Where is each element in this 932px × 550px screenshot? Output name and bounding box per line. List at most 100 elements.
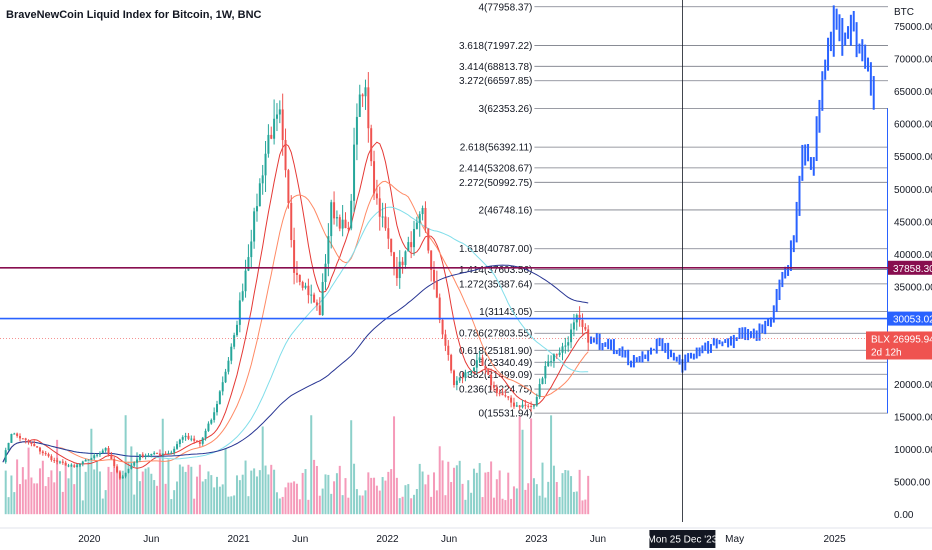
- volume-bar: [93, 469, 96, 515]
- volume-bar: [158, 449, 161, 515]
- candle-body: [441, 319, 444, 335]
- volume-bar: [438, 446, 441, 515]
- volume-bar: [338, 465, 341, 515]
- candle-body: [21, 438, 24, 440]
- volume-bar: [216, 476, 219, 515]
- volume-bar: [532, 478, 535, 515]
- volume-bar: [227, 496, 230, 515]
- volume-bar: [47, 477, 50, 515]
- candle-body: [167, 453, 170, 455]
- candle-body: [16, 433, 19, 436]
- candle-body: [552, 354, 555, 362]
- candle-body: [190, 438, 193, 440]
- volume-bar: [104, 490, 107, 515]
- candle-body: [241, 291, 244, 301]
- volume-bar: [558, 496, 561, 515]
- volume-bar: [478, 463, 481, 515]
- candle-body: [284, 140, 287, 171]
- candle-body: [515, 405, 518, 407]
- volume-bar: [353, 463, 356, 515]
- candle-body: [338, 217, 341, 229]
- chart-title: BraveNewCoin Liquid Index for Bitcoin, 1…: [6, 9, 262, 21]
- volume-bar: [284, 487, 287, 515]
- ma2-line: [2, 180, 589, 463]
- candle-body: [544, 365, 547, 379]
- candle-body: [270, 134, 273, 139]
- volume-bar: [418, 463, 421, 515]
- volume-bar: [235, 475, 238, 515]
- candle-body: [450, 354, 453, 371]
- candle-body: [255, 206, 258, 212]
- volume-bar: [53, 482, 56, 515]
- candle-body: [444, 334, 447, 346]
- candle-body: [324, 263, 327, 283]
- y-tick-label: 55000.00: [894, 152, 932, 163]
- volume-bar: [441, 460, 444, 515]
- volume-bar: [84, 471, 87, 515]
- candle-body: [10, 434, 13, 443]
- resistance-axis-badge: [888, 260, 932, 275]
- volume-bar: [381, 477, 384, 515]
- volume-bar: [61, 491, 64, 515]
- candle-body: [484, 365, 487, 370]
- volume-bar: [70, 464, 73, 515]
- candle-body: [433, 269, 436, 282]
- volume-bar: [133, 494, 136, 515]
- fib-label: 0.786(27803.55): [459, 329, 532, 340]
- candle-body: [33, 443, 36, 447]
- candle-body: [470, 371, 473, 373]
- volume-bar: [467, 480, 470, 515]
- volume-bar: [30, 477, 33, 515]
- candle-body: [550, 361, 553, 363]
- candle-body: [370, 128, 373, 162]
- volume-bar: [535, 484, 538, 515]
- fib-label: 3(62353.26): [478, 104, 532, 115]
- candle-body: [407, 242, 410, 252]
- candle-body: [490, 374, 493, 386]
- volume-bar: [44, 486, 47, 515]
- candle-body: [518, 405, 521, 408]
- volume-bar: [527, 483, 530, 515]
- time-axis[interactable]: 2020 Jun 2021 Jun 2022 Jun 2023 Jun May 2025 Mon 2…: [0, 527, 932, 550]
- volume-bar: [407, 484, 410, 515]
- y-tick-label: 70000.00: [894, 55, 932, 66]
- volume-bar: [270, 464, 273, 515]
- x-tick-label: 2022: [376, 534, 399, 545]
- volume-bar: [7, 497, 10, 515]
- volume-bar: [278, 498, 281, 515]
- candle-body: [358, 94, 361, 117]
- volume-bar: [110, 471, 113, 515]
- volume-bar: [547, 481, 550, 515]
- volume-bar: [176, 481, 179, 515]
- volume-bar: [504, 500, 507, 515]
- candle-body: [481, 357, 484, 366]
- candle-body: [47, 454, 50, 457]
- candle-body: [4, 450, 7, 463]
- candle-body: [447, 345, 450, 355]
- candle-body: [244, 270, 247, 292]
- candle-body: [581, 319, 584, 328]
- candle-body: [413, 228, 416, 248]
- volume-bar: [127, 461, 130, 515]
- fib-label: 3.414(68813.78): [459, 62, 532, 73]
- volume-bar: [313, 459, 316, 515]
- candle-body: [87, 459, 90, 461]
- candle-body: [344, 219, 347, 229]
- volume-bar: [370, 477, 373, 515]
- volume-bar: [333, 481, 336, 515]
- candle-body: [547, 361, 550, 366]
- candle-body: [73, 465, 76, 467]
- volume-bar: [561, 473, 564, 515]
- x-tick-label: 2020: [78, 534, 101, 545]
- volume-bar: [273, 469, 276, 515]
- y-tick-label: 50000.00: [894, 185, 932, 196]
- fib-label: 2.618(56392.11): [460, 143, 533, 154]
- candle-body: [350, 200, 353, 229]
- candle-body: [510, 397, 513, 403]
- candle-body: [67, 465, 70, 467]
- volume-bar: [435, 490, 438, 515]
- volume-bar: [564, 470, 567, 515]
- volume-bar: [444, 495, 447, 515]
